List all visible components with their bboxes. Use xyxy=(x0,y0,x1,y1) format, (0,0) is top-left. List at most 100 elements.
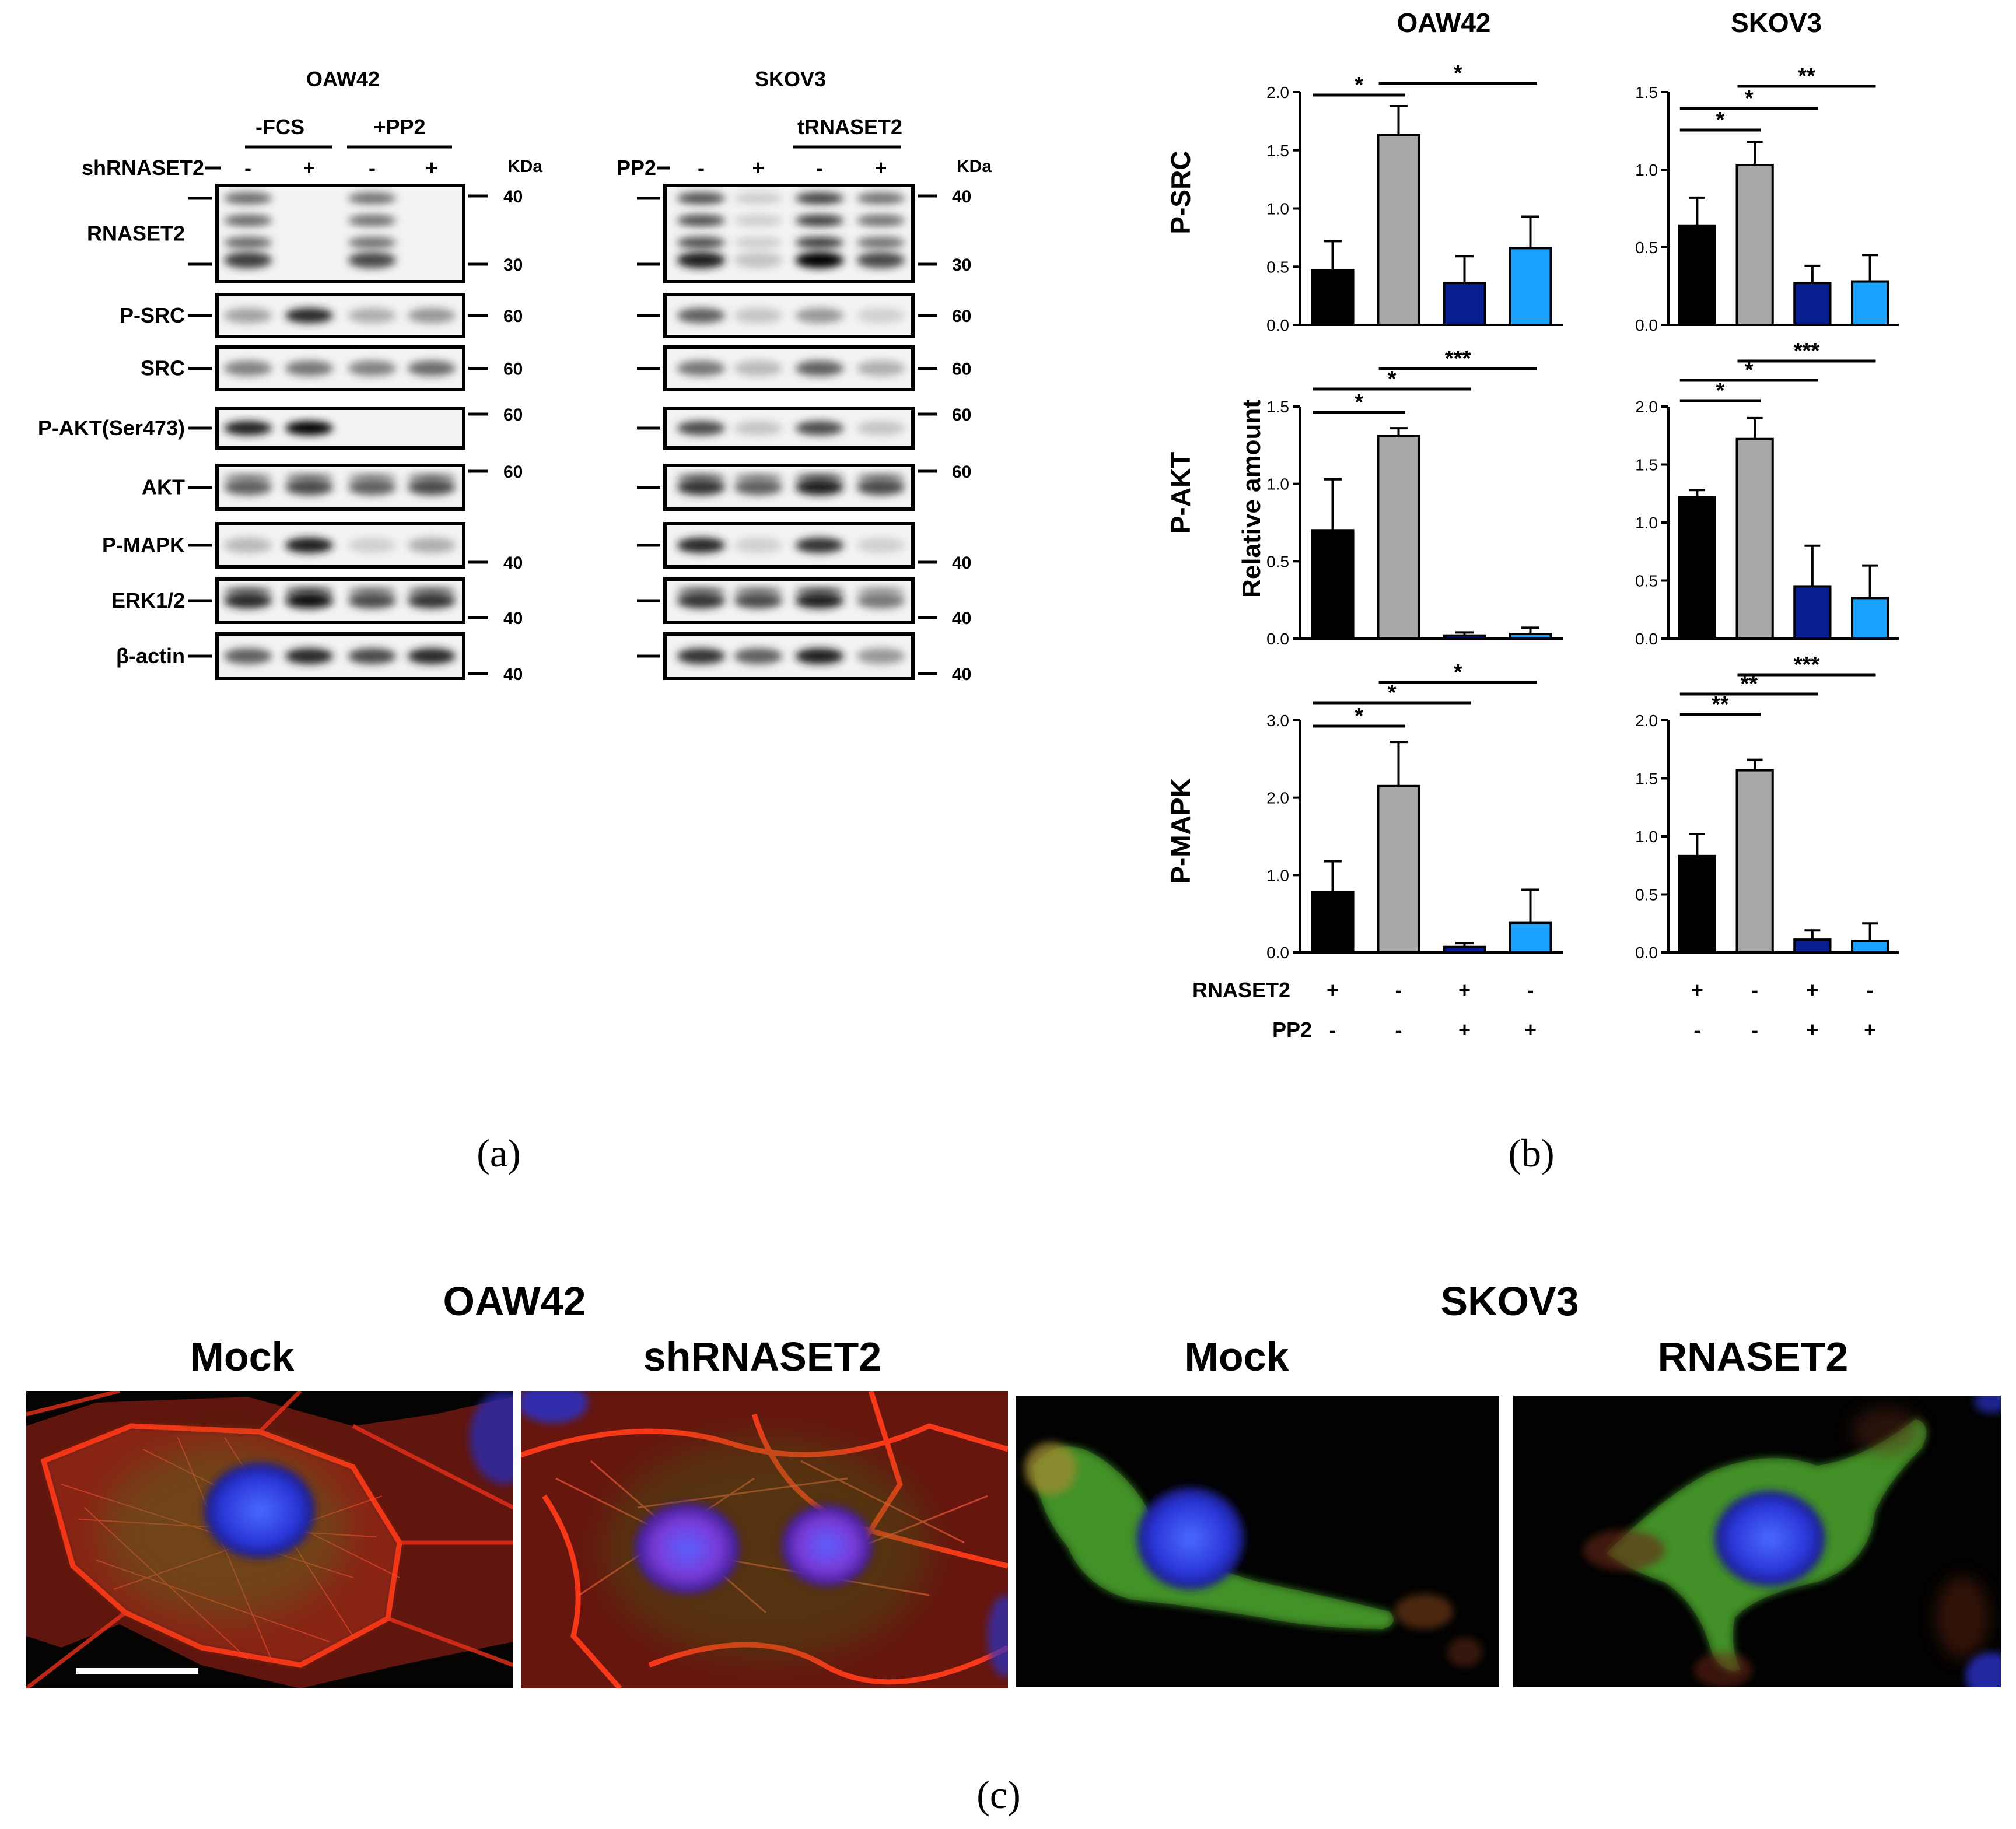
bar xyxy=(1443,945,1486,954)
blot-band xyxy=(677,237,726,248)
bar-charts: 0.00.51.01.52.0 * *0.00.51.01.5****0.00.51… xyxy=(1266,61,1899,962)
chart-column-title: SKOV3 xyxy=(1731,8,1822,38)
condition-sign-rnaset2: + xyxy=(1691,978,1703,1002)
blot-band xyxy=(285,587,334,596)
blot-band xyxy=(348,479,397,495)
condition-sign-rnaset2: - xyxy=(1395,978,1402,1002)
bar xyxy=(1508,921,1552,954)
blot-band xyxy=(285,593,334,609)
y-tick-label: 0.5 xyxy=(1266,258,1289,276)
kda-label: KDa xyxy=(957,157,992,176)
panel-c-caption: (c) xyxy=(977,1772,1020,1817)
lane-sign: + xyxy=(425,156,438,180)
blot-band xyxy=(285,308,334,323)
marker-label: 60 xyxy=(952,307,971,326)
marker-label: 40 xyxy=(503,665,523,684)
blot-band xyxy=(795,308,844,323)
blot-band xyxy=(677,479,726,495)
marker-label: 60 xyxy=(952,360,971,379)
blot-band xyxy=(407,474,456,482)
bar-chart-p-src-oaw42: 0.0 0.5 1.0 1.5 2.0 * * xyxy=(1266,61,1563,334)
condition-sign-rnaset2: - xyxy=(1867,978,1874,1002)
blot-band xyxy=(795,252,844,268)
blot-band xyxy=(734,360,783,376)
y-tick-label: 1.0 xyxy=(1635,161,1658,179)
microscopy-group-title: SKOV3 xyxy=(1440,1278,1578,1324)
lane-sign: + xyxy=(874,156,887,180)
blot-band xyxy=(407,360,456,376)
marker-label: 60 xyxy=(503,360,523,379)
blot-strip: 40 30 RNASET2 xyxy=(87,184,523,283)
blot-band xyxy=(856,252,905,268)
blot-band xyxy=(734,215,783,226)
y-tick-label: 0.0 xyxy=(1635,944,1658,962)
blot-band xyxy=(348,308,397,323)
blot-band xyxy=(734,308,783,323)
y-tick-label: 1.0 xyxy=(1635,828,1658,846)
blot-band xyxy=(795,648,844,664)
bar xyxy=(1508,247,1552,326)
y-tick-label: 1.5 xyxy=(1635,770,1658,788)
significance-label: * xyxy=(1716,379,1724,403)
significance-label: * xyxy=(1745,86,1754,111)
blot-band xyxy=(407,648,456,664)
blot-band xyxy=(856,593,905,609)
bar xyxy=(1851,940,1889,954)
y-tick-label: 1.0 xyxy=(1266,475,1289,493)
blot-band xyxy=(223,474,272,482)
bar xyxy=(1311,269,1354,326)
y-tick-label: 2.0 xyxy=(1266,789,1289,807)
bar-chart-p-mapk-oaw42: 0.0 1.0 2.0 3.0 * * * xyxy=(1266,660,1563,962)
blot-band xyxy=(734,587,783,596)
blot-band xyxy=(856,537,905,553)
y-tick-label: 1.5 xyxy=(1266,398,1289,416)
lane-sign: - xyxy=(369,156,376,180)
bar xyxy=(1851,280,1889,326)
marker-label: 60 xyxy=(952,405,971,425)
y-tick-label: 2.0 xyxy=(1266,83,1289,101)
bar xyxy=(1377,435,1420,640)
blot-band xyxy=(734,537,783,553)
y-tick-label: 0.0 xyxy=(1266,630,1289,648)
y-tick-label: 0.5 xyxy=(1635,886,1658,904)
blot-band xyxy=(348,252,397,268)
blot-cell-line: OAW42 xyxy=(306,67,380,91)
blot-band xyxy=(223,587,272,596)
blot-band xyxy=(734,252,783,268)
blot-band xyxy=(734,593,783,609)
bar-chart-p-akt-skov3: 0.00.51.01.52.0***** xyxy=(1635,339,1899,648)
blot-band xyxy=(795,474,844,482)
blot-group-label: +PP2 xyxy=(373,115,425,139)
marker-label: 40 xyxy=(503,187,523,206)
blot-band xyxy=(856,237,905,248)
blot-band xyxy=(407,593,456,609)
blot-band xyxy=(677,192,726,204)
bar xyxy=(1443,634,1486,640)
marker-label: 40 xyxy=(503,609,523,628)
blot-band xyxy=(348,648,397,664)
blot-band xyxy=(856,474,905,482)
marker-label: 60 xyxy=(952,462,971,482)
bar xyxy=(1678,854,1716,954)
bar xyxy=(1793,585,1832,640)
blot-band xyxy=(734,479,783,495)
y-tick-label: 0.0 xyxy=(1635,316,1658,334)
microscopy-image-title: RNASET2 xyxy=(1658,1334,1849,1379)
blot-band xyxy=(795,215,844,226)
kda-label: KDa xyxy=(508,157,542,176)
panel-b-caption: (b) xyxy=(1508,1131,1554,1175)
y-tick-label: 0.5 xyxy=(1266,552,1289,570)
blot-band xyxy=(677,421,726,436)
significance-label: * xyxy=(1745,358,1754,383)
condition-sign-rnaset2: + xyxy=(1326,978,1339,1002)
blot-band xyxy=(677,360,726,376)
bar xyxy=(1377,134,1420,326)
blot-band xyxy=(223,252,272,268)
bar xyxy=(1851,597,1889,640)
blot-strip: 60 P-AKT(Ser473) xyxy=(38,405,523,450)
bar xyxy=(1508,633,1552,640)
scale-bar xyxy=(76,1668,198,1674)
blot-band xyxy=(795,192,844,204)
